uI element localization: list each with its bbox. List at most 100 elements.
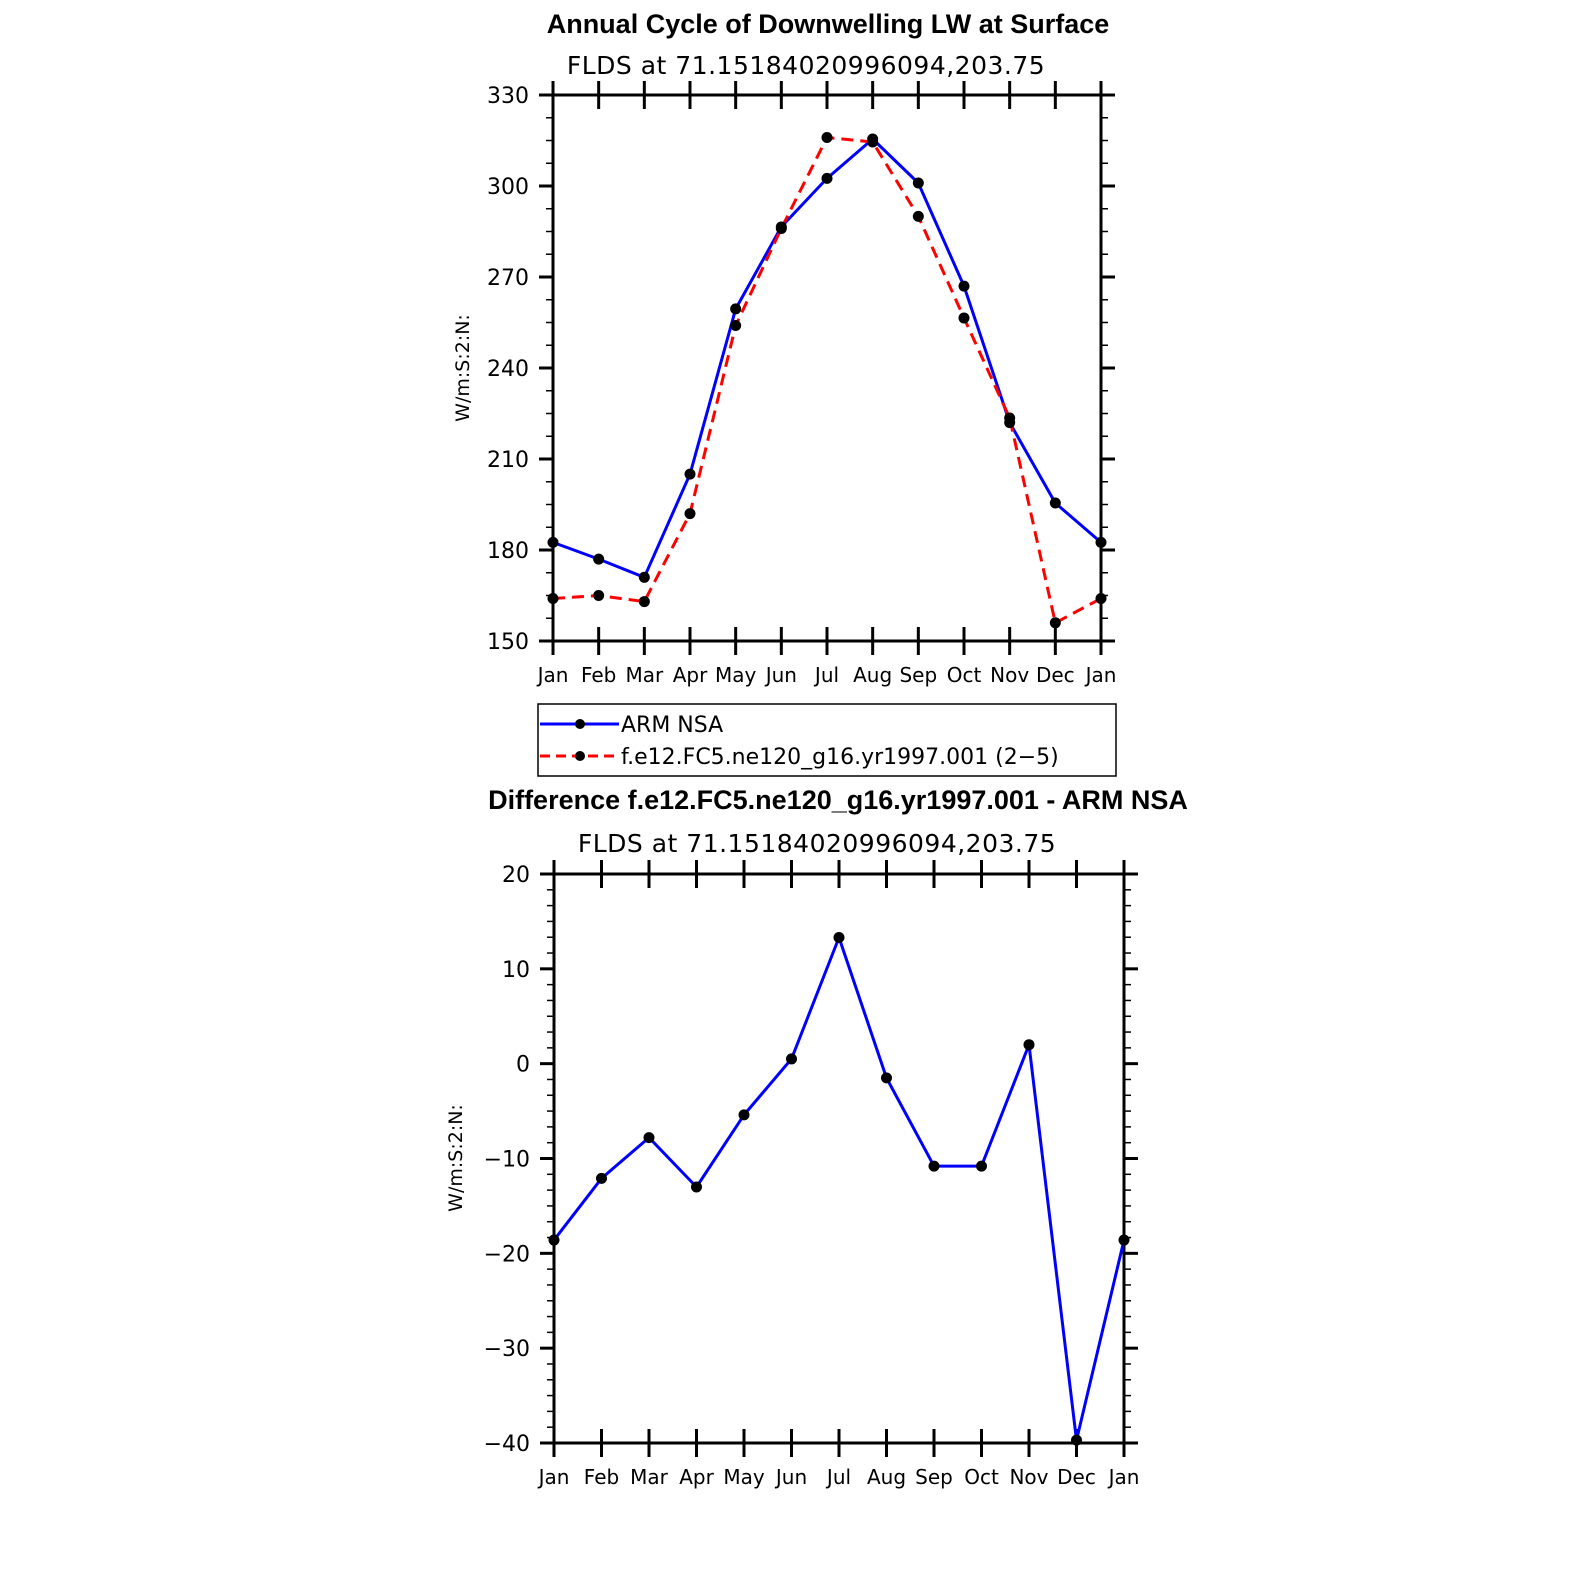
data-point-0 [1023, 1039, 1035, 1051]
x-tick-label: Mar [630, 1465, 669, 1489]
x-tick-label: Sep [915, 1465, 953, 1489]
data-point-0 [881, 1072, 892, 1084]
series-layer [547, 131, 1107, 629]
data-point-0 [738, 1109, 750, 1121]
x-tick-label: Oct [964, 1465, 999, 1489]
data-point-0 [643, 1132, 655, 1144]
x-tick-label: Jul [825, 1465, 851, 1489]
x-tick-label: Mar [625, 663, 664, 687]
y-tick-label: 150 [487, 630, 529, 655]
data-point-0 [547, 536, 559, 548]
data-point-0 [691, 1181, 702, 1193]
y-axis-label: W/m:S:2:N: [445, 1104, 467, 1212]
data-point-1 [638, 596, 650, 608]
chart-title: Annual Cycle of Downwelling LW at Surfac… [547, 9, 1110, 39]
series-line-1 [552, 136, 1102, 625]
data-point-0 [1049, 497, 1061, 509]
legend: ARM NSA f.e12.FC5.ne120_g16.yr1997.001 (… [537, 703, 1117, 777]
y-tick-label: 270 [487, 266, 529, 291]
x-tick-label: Aug [853, 663, 892, 687]
x-tick-label: Nov [990, 663, 1029, 687]
data-point-0 [1071, 1434, 1082, 1446]
chart-subtitle: FLDS at 71.15184020996094,203.75 [578, 829, 1056, 858]
y-axis-label: W/m:S:2:N: [452, 314, 474, 422]
annual-cycle-chart: Annual Cycle of Downwelling LW at Surfac… [452, 9, 1117, 777]
chart-subtitle: FLDS at 71.15184020996094,203.75 [567, 51, 1045, 80]
tick-labels: 150 180 210 240 270 300 330 Jan Feb Mar Apr May Jun J… [487, 84, 1116, 687]
x-tick-label: Jun [764, 663, 797, 687]
data-point-1 [821, 131, 833, 143]
x-tick-label: Jan [536, 663, 569, 687]
y-tick-label: 300 [487, 175, 529, 200]
legend-label-arm-nsa: ARM NSA [621, 713, 723, 738]
data-point-0 [593, 553, 605, 565]
difference-chart: Difference f.e12.FC5.ne120_g16.yr1997.00… [445, 785, 1188, 1489]
x-tick-label: Jun [774, 1465, 807, 1489]
data-point-0 [684, 468, 696, 480]
x-tick-label: Aug [867, 1465, 906, 1489]
legend-label-model: f.e12.FC5.ne120_g16.yr1997.001 (2−5) [621, 745, 1059, 770]
data-point-1 [867, 136, 879, 148]
legend-entry-arm-nsa: ARM NSA [540, 713, 723, 738]
y-tick-label: 0 [516, 1053, 530, 1078]
data-point-0 [912, 177, 924, 189]
y-tick-label: 240 [487, 357, 529, 382]
y-tick-label: 210 [487, 448, 529, 473]
legend-box [537, 703, 1117, 777]
data-point-1 [912, 210, 924, 222]
y-tick-label: −40 [484, 1432, 530, 1457]
data-point-0 [638, 571, 650, 583]
data-point-1 [958, 312, 970, 324]
x-tick-label: Feb [581, 663, 616, 687]
x-tick-label: Jan [1084, 663, 1117, 687]
data-point-1 [684, 508, 696, 520]
x-tick-label: Apr [679, 1465, 714, 1489]
data-point-0 [786, 1053, 797, 1065]
data-point-0 [958, 280, 970, 292]
y-tick-label: −20 [484, 1242, 530, 1267]
data-point-1 [593, 590, 605, 601]
tick-labels: −40 −30 −20 −10 0 10 20 Jan Feb Mar Apr May Jun Jul Au… [484, 863, 1140, 1489]
data-point-0 [548, 1234, 560, 1246]
ticks [540, 860, 1138, 1457]
legend-marker-arm-nsa [575, 719, 585, 729]
data-point-0 [976, 1160, 987, 1172]
data-point-0 [596, 1172, 607, 1184]
legend-entry-model: f.e12.FC5.ne120_g16.yr1997.001 (2−5) [540, 745, 1059, 770]
series-line-0 [552, 137, 1102, 579]
data-point-1 [1004, 412, 1016, 424]
x-tick-label: Dec [1036, 663, 1075, 687]
x-tick-label: Apr [673, 663, 708, 687]
data-point-0 [1118, 1234, 1130, 1246]
x-tick-label: Dec [1057, 1465, 1096, 1489]
x-tick-label: Nov [1009, 1465, 1048, 1489]
y-tick-label: 20 [502, 863, 530, 888]
y-tick-label: −10 [484, 1148, 530, 1173]
x-tick-label: Jan [1107, 1465, 1140, 1489]
y-tick-label: −30 [484, 1337, 530, 1362]
x-tick-label: May [715, 663, 757, 687]
data-point-1 [730, 320, 742, 332]
legend-marker-model [575, 751, 585, 761]
data-point-1 [1049, 617, 1061, 629]
plot-frame [552, 872, 1126, 1445]
data-point-1 [1095, 593, 1107, 605]
data-point-1 [547, 593, 559, 605]
x-tick-label: Jan [537, 1465, 570, 1489]
x-tick-label: Sep [899, 663, 937, 687]
x-tick-label: Feb [584, 1465, 619, 1489]
x-tick-label: May [723, 1465, 765, 1489]
series-layer [548, 932, 1130, 1446]
series-line-0 [552, 936, 1126, 1442]
chart-title: Difference f.e12.FC5.ne120_g16.yr1997.00… [488, 785, 1188, 815]
plot-frame [551, 93, 1103, 643]
data-point-1 [775, 222, 787, 234]
x-tick-label: Oct [947, 663, 982, 687]
data-point-0 [928, 1160, 940, 1172]
data-point-0 [821, 172, 833, 184]
x-tick-label: Jul [813, 663, 839, 687]
data-point-0 [1095, 536, 1107, 548]
y-tick-label: 330 [487, 84, 529, 109]
y-tick-label: 10 [502, 958, 530, 983]
